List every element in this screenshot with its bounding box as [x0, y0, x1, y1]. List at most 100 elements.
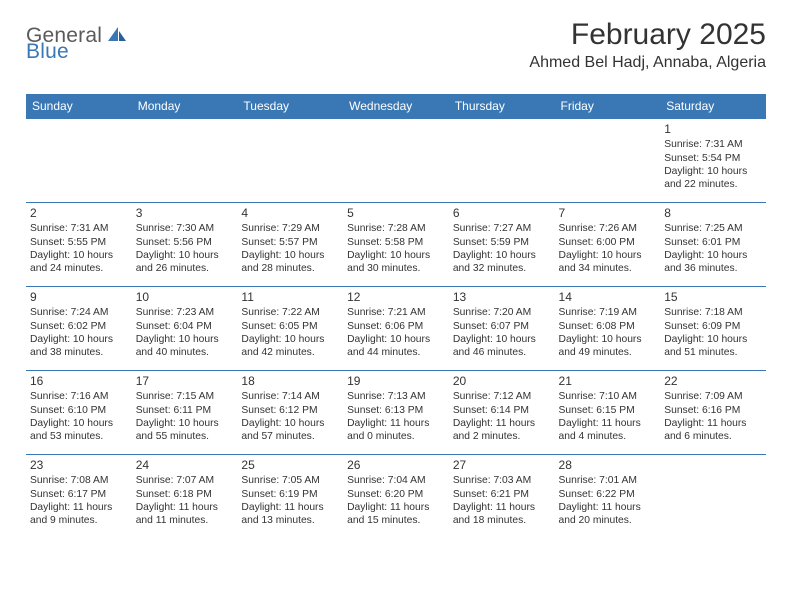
header: General February 2025 Ahmed Bel Hadj, An… — [26, 18, 766, 72]
sunset-line: Sunset: 6:18 PM — [136, 488, 234, 501]
sunset-line: Sunset: 6:11 PM — [136, 404, 234, 417]
sunrise-line: Sunrise: 7:28 AM — [347, 222, 445, 235]
sunset-line: Sunset: 6:15 PM — [559, 404, 657, 417]
day-cell — [449, 119, 555, 203]
sunset-line: Sunset: 6:05 PM — [241, 320, 339, 333]
sunset-line: Sunset: 6:17 PM — [30, 488, 128, 501]
daylight-line: Daylight: 10 hours and 36 minutes. — [664, 249, 762, 275]
day-number: 26 — [347, 458, 445, 473]
title-block: February 2025 Ahmed Bel Hadj, Annaba, Al… — [529, 18, 766, 72]
day-header-thursday: Thursday — [449, 94, 555, 119]
daylight-line: Daylight: 11 hours and 15 minutes. — [347, 501, 445, 527]
sunrise-line: Sunrise: 7:24 AM — [30, 306, 128, 319]
daylight-line: Daylight: 11 hours and 20 minutes. — [559, 501, 657, 527]
sunrise-line: Sunrise: 7:29 AM — [241, 222, 339, 235]
sunrise-line: Sunrise: 7:15 AM — [136, 390, 234, 403]
sunset-line: Sunset: 6:19 PM — [241, 488, 339, 501]
day-number: 6 — [453, 206, 551, 221]
day-cell: 14Sunrise: 7:19 AMSunset: 6:08 PMDayligh… — [555, 287, 661, 371]
day-number: 23 — [30, 458, 128, 473]
brand-text-blue: Blue — [26, 40, 69, 63]
day-cell: 11Sunrise: 7:22 AMSunset: 6:05 PMDayligh… — [237, 287, 343, 371]
sunset-line: Sunset: 6:21 PM — [453, 488, 551, 501]
day-number: 14 — [559, 290, 657, 305]
day-number: 11 — [241, 290, 339, 305]
sunset-line: Sunset: 6:10 PM — [30, 404, 128, 417]
day-cell: 1Sunrise: 7:31 AMSunset: 5:54 PMDaylight… — [660, 119, 766, 203]
sunset-line: Sunset: 6:16 PM — [664, 404, 762, 417]
day-cell: 5Sunrise: 7:28 AMSunset: 5:58 PMDaylight… — [343, 203, 449, 287]
sunset-line: Sunset: 6:02 PM — [30, 320, 128, 333]
sunset-line: Sunset: 5:55 PM — [30, 236, 128, 249]
day-cell: 3Sunrise: 7:30 AMSunset: 5:56 PMDaylight… — [132, 203, 238, 287]
day-cell: 12Sunrise: 7:21 AMSunset: 6:06 PMDayligh… — [343, 287, 449, 371]
daylight-line: Daylight: 11 hours and 9 minutes. — [30, 501, 128, 527]
sunrise-line: Sunrise: 7:20 AM — [453, 306, 551, 319]
daylight-line: Daylight: 11 hours and 2 minutes. — [453, 417, 551, 443]
sunrise-line: Sunrise: 7:18 AM — [664, 306, 762, 319]
week-row: 23Sunrise: 7:08 AMSunset: 6:17 PMDayligh… — [26, 455, 766, 539]
sunrise-line: Sunrise: 7:21 AM — [347, 306, 445, 319]
sunset-line: Sunset: 5:56 PM — [136, 236, 234, 249]
sunrise-line: Sunrise: 7:14 AM — [241, 390, 339, 403]
daylight-line: Daylight: 11 hours and 18 minutes. — [453, 501, 551, 527]
day-cell: 20Sunrise: 7:12 AMSunset: 6:14 PMDayligh… — [449, 371, 555, 455]
daylight-line: Daylight: 10 hours and 38 minutes. — [30, 333, 128, 359]
sunset-line: Sunset: 6:22 PM — [559, 488, 657, 501]
day-cell — [343, 119, 449, 203]
sunset-line: Sunset: 6:04 PM — [136, 320, 234, 333]
day-header-wednesday: Wednesday — [343, 94, 449, 119]
calendar-body: 1Sunrise: 7:31 AMSunset: 5:54 PMDaylight… — [26, 119, 766, 539]
sunrise-line: Sunrise: 7:19 AM — [559, 306, 657, 319]
day-cell: 22Sunrise: 7:09 AMSunset: 6:16 PMDayligh… — [660, 371, 766, 455]
day-number: 19 — [347, 374, 445, 389]
day-number: 13 — [453, 290, 551, 305]
sunrise-line: Sunrise: 7:23 AM — [136, 306, 234, 319]
sunrise-line: Sunrise: 7:12 AM — [453, 390, 551, 403]
sunset-line: Sunset: 5:57 PM — [241, 236, 339, 249]
day-header-monday: Monday — [132, 94, 238, 119]
daylight-line: Daylight: 11 hours and 0 minutes. — [347, 417, 445, 443]
day-cell — [132, 119, 238, 203]
sunset-line: Sunset: 6:01 PM — [664, 236, 762, 249]
day-number: 7 — [559, 206, 657, 221]
day-cell: 16Sunrise: 7:16 AMSunset: 6:10 PMDayligh… — [26, 371, 132, 455]
week-row: 16Sunrise: 7:16 AMSunset: 6:10 PMDayligh… — [26, 371, 766, 455]
sunset-line: Sunset: 6:14 PM — [453, 404, 551, 417]
location-subtitle: Ahmed Bel Hadj, Annaba, Algeria — [529, 54, 766, 72]
day-cell — [237, 119, 343, 203]
day-number: 15 — [664, 290, 762, 305]
sunrise-line: Sunrise: 7:03 AM — [453, 474, 551, 487]
day-cell: 15Sunrise: 7:18 AMSunset: 6:09 PMDayligh… — [660, 287, 766, 371]
day-number: 24 — [136, 458, 234, 473]
day-cell: 2Sunrise: 7:31 AMSunset: 5:55 PMDaylight… — [26, 203, 132, 287]
sunrise-line: Sunrise: 7:25 AM — [664, 222, 762, 235]
day-number: 3 — [136, 206, 234, 221]
day-cell: 10Sunrise: 7:23 AMSunset: 6:04 PMDayligh… — [132, 287, 238, 371]
sunset-line: Sunset: 6:12 PM — [241, 404, 339, 417]
sunrise-line: Sunrise: 7:27 AM — [453, 222, 551, 235]
day-header-friday: Friday — [555, 94, 661, 119]
sunrise-line: Sunrise: 7:31 AM — [664, 138, 762, 151]
sunrise-line: Sunrise: 7:13 AM — [347, 390, 445, 403]
day-cell: 6Sunrise: 7:27 AMSunset: 5:59 PMDaylight… — [449, 203, 555, 287]
daylight-line: Daylight: 10 hours and 24 minutes. — [30, 249, 128, 275]
sunrise-line: Sunrise: 7:01 AM — [559, 474, 657, 487]
day-number: 4 — [241, 206, 339, 221]
week-row: 2Sunrise: 7:31 AMSunset: 5:55 PMDaylight… — [26, 203, 766, 287]
day-cell: 27Sunrise: 7:03 AMSunset: 6:21 PMDayligh… — [449, 455, 555, 539]
sunset-line: Sunset: 6:06 PM — [347, 320, 445, 333]
day-number: 9 — [30, 290, 128, 305]
daylight-line: Daylight: 11 hours and 4 minutes. — [559, 417, 657, 443]
day-number: 21 — [559, 374, 657, 389]
sunrise-line: Sunrise: 7:10 AM — [559, 390, 657, 403]
sunset-line: Sunset: 6:09 PM — [664, 320, 762, 333]
sunrise-line: Sunrise: 7:16 AM — [30, 390, 128, 403]
calendar-table: Sunday Monday Tuesday Wednesday Thursday… — [26, 94, 766, 539]
day-cell: 4Sunrise: 7:29 AMSunset: 5:57 PMDaylight… — [237, 203, 343, 287]
day-number: 10 — [136, 290, 234, 305]
daylight-line: Daylight: 10 hours and 28 minutes. — [241, 249, 339, 275]
week-row: 9Sunrise: 7:24 AMSunset: 6:02 PMDaylight… — [26, 287, 766, 371]
day-header-sunday: Sunday — [26, 94, 132, 119]
sunrise-line: Sunrise: 7:30 AM — [136, 222, 234, 235]
